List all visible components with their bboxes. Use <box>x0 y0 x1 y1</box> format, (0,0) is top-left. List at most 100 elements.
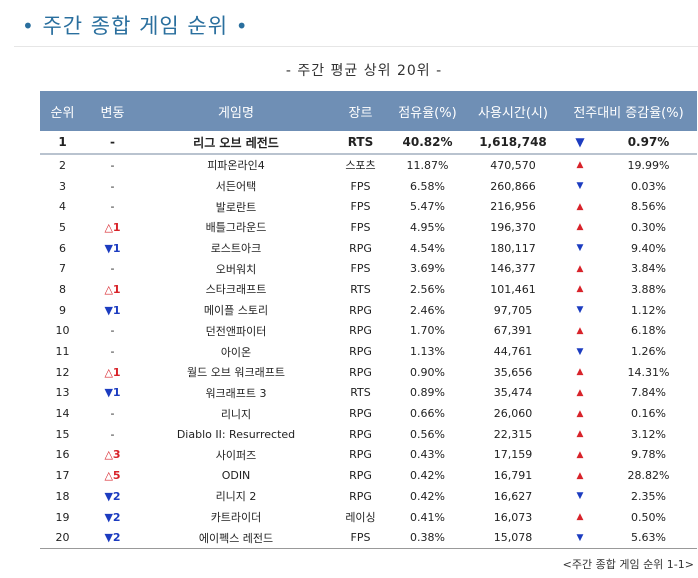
rank-cell: 10 <box>55 324 70 338</box>
table-row: 17 △5 ODIN RPG 0.42% 16,791 ▲ 28.82% <box>40 465 697 486</box>
title-text: 주간 종합 게임 순위 <box>42 14 229 38</box>
rank-cell: 9 <box>59 303 66 317</box>
rank-up-icon: △ <box>104 469 113 483</box>
share-cell: 0.89% <box>410 386 445 400</box>
table-body: 1 - 리그 오브 레전드 RTS 40.82% 1,618,748 ▼ 0.97% 2 - 피파온… <box>40 131 698 549</box>
header-change: 변동 <box>85 91 140 131</box>
rank-change-value: 2 <box>112 489 121 503</box>
hours-cell: 16,627 <box>493 489 533 503</box>
change-cell: △1 <box>85 362 140 383</box>
rate-cell: 3.12% <box>631 427 666 441</box>
trend-down-icon: ▼ <box>576 181 584 192</box>
change-cell: - <box>85 341 140 362</box>
rank-cell: 19 <box>55 510 70 524</box>
no-change-mark: - <box>110 135 115 149</box>
share-cell: 0.66% <box>410 407 445 421</box>
table-row: 2 - 피파온라인4 스포츠 11.87% 470,570 ▲ 19.99% <box>40 154 697 176</box>
game-name-cell: 오버워치 <box>215 262 257 276</box>
genre-cell: RPG <box>349 448 372 462</box>
hours-cell: 1,618,748 <box>479 135 547 149</box>
rank-cell: 15 <box>55 427 70 441</box>
rate-cell: 3.84% <box>631 262 666 276</box>
title-bullet-left: • <box>22 14 35 38</box>
no-change-mark: - <box>110 345 115 359</box>
rate-cell: 0.50% <box>631 510 666 524</box>
table-row: 8 △1 스타크래프트 RTS 2.56% 101,461 ▲ 3.88% <box>40 279 697 300</box>
share-cell: 3.69% <box>410 262 445 276</box>
rate-cell: 0.03% <box>631 179 666 193</box>
share-cell: 4.95% <box>410 220 445 234</box>
hours-cell: 216,956 <box>490 200 536 214</box>
no-change-mark: - <box>110 407 115 421</box>
hours-cell: 196,370 <box>490 220 536 234</box>
table-row: 14 - 리니지 RPG 0.66% 26,060 ▲ 0.16% <box>40 403 697 424</box>
genre-cell: RPG <box>349 489 372 503</box>
hours-cell: 97,705 <box>493 303 533 317</box>
header-rate: 전주대비 증감율(%) <box>560 91 698 131</box>
change-cell: ▼1 <box>85 383 140 404</box>
trend-down-icon: ▼ <box>576 532 584 543</box>
rank-cell: 8 <box>59 282 66 296</box>
rank-cell: 18 <box>55 489 70 503</box>
share-cell: 0.90% <box>410 365 445 379</box>
share-cell: 11.87% <box>406 158 449 172</box>
rank-change-value: 1 <box>112 365 121 379</box>
genre-cell: RPG <box>349 427 372 441</box>
share-cell: 2.46% <box>410 303 445 317</box>
share-cell: 2.56% <box>410 282 445 296</box>
rank-cell: 20 <box>55 531 70 545</box>
game-name-cell: 던전앤파이터 <box>205 324 267 338</box>
change-cell: ▼2 <box>85 507 140 528</box>
genre-cell: RPG <box>349 469 372 483</box>
table-row: 18 ▼2 리니지 2 RPG 0.42% 16,627 ▼ 2.35% <box>40 486 697 507</box>
rate-cell: 0.97% <box>627 135 670 149</box>
rate-cell: 19.99% <box>627 158 670 172</box>
rank-cell: 5 <box>59 220 66 234</box>
rank-down-icon: ▼ <box>104 386 113 400</box>
rank-up-icon: △ <box>104 282 113 296</box>
genre-cell: RTS <box>347 135 374 149</box>
rank-up-icon: △ <box>104 365 113 379</box>
rate-cell: 1.12% <box>631 303 666 317</box>
table-row: 11 - 아이온 RPG 1.13% 44,761 ▼ 1.26% <box>40 341 697 362</box>
change-cell: - <box>85 321 140 342</box>
table-row: 3 - 서든어택 FPS 6.58% 260,866 ▼ 0.03% <box>40 176 697 197</box>
rank-cell: 13 <box>55 386 70 400</box>
share-cell: 0.41% <box>410 510 445 524</box>
header-game: 게임명 <box>140 91 332 131</box>
change-cell: - <box>85 176 140 197</box>
hours-cell: 67,391 <box>493 324 533 338</box>
genre-cell: RPG <box>349 303 372 317</box>
share-cell: 40.82% <box>402 135 453 149</box>
table-row: 1 - 리그 오브 레전드 RTS 40.82% 1,618,748 ▼ 0.97% <box>40 131 698 154</box>
game-name-cell: 발로란트 <box>215 200 257 214</box>
game-name-cell: ODIN <box>221 469 251 483</box>
share-cell: 0.56% <box>410 427 445 441</box>
game-name-cell: 사이퍼즈 <box>215 448 257 462</box>
rate-cell: 14.31% <box>627 365 670 379</box>
rank-change-value: 1 <box>112 220 121 234</box>
table-row: 6 ▼1 로스트아크 RPG 4.54% 180,117 ▼ 9.40% <box>40 238 697 259</box>
genre-cell: FPS <box>350 179 371 193</box>
rate-cell: 0.30% <box>631 220 666 234</box>
rank-cell: 16 <box>55 448 70 462</box>
trend-down-icon: ▼ <box>576 346 584 357</box>
ranking-table-container: 순위 변동 게임명 장르 점유율(%) 사용시간(시) 전주대비 증감율(%) … <box>40 91 698 549</box>
game-name-cell: 리그 오브 레전드 <box>193 135 279 150</box>
share-cell: 0.38% <box>410 531 445 545</box>
table-row: 20 ▼2 에이펙스 레전드 FPS 0.38% 15,078 ▼ 5.63% <box>40 527 698 549</box>
table-row: 13 ▼1 워크래프트 3 RTS 0.89% 35,474 ▲ 7.84% <box>40 383 697 404</box>
share-cell: 0.42% <box>410 489 445 503</box>
rank-down-icon: ▼ <box>104 489 113 503</box>
rate-cell: 6.18% <box>631 324 666 338</box>
genre-cell: 레이싱 <box>345 511 376 525</box>
game-name-cell: 아이온 <box>220 345 252 359</box>
table-row: 15 - Diablo II: Resurrected RPG 0.56% 22,315 ▲… <box>40 424 697 445</box>
change-cell: △5 <box>85 465 140 486</box>
rank-cell: 6 <box>59 241 66 255</box>
genre-cell: RTS <box>350 386 371 400</box>
game-name-cell: Diablo II: Resurrected <box>176 427 296 441</box>
rank-cell: 4 <box>59 200 66 214</box>
rank-change-value: 3 <box>112 448 121 462</box>
hours-cell: 470,570 <box>490 158 536 172</box>
